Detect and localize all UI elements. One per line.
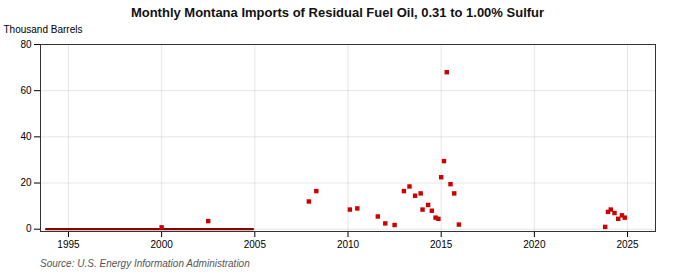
svg-text:2005: 2005 [244,239,267,250]
svg-text:2025: 2025 [616,239,639,250]
svg-text:2010: 2010 [337,239,360,250]
svg-text:2020: 2020 [523,239,546,250]
svg-text:40: 40 [20,131,32,142]
svg-text:80: 80 [20,39,32,50]
svg-text:60: 60 [20,85,32,96]
svg-text:Thousand Barrels: Thousand Barrels [4,24,83,35]
svg-text:2000: 2000 [151,239,174,250]
svg-text:20: 20 [20,177,32,188]
svg-text:0: 0 [26,223,32,234]
svg-text:1995: 1995 [57,239,80,250]
html-text:Monthly Montana Imports of Res: Monthly Montana Imports of Residual Fuel… [130,5,545,20]
svg-text:2015: 2015 [430,239,453,250]
html-text:Source: U.S. Energy Informatio: Source: U.S. Energy Information Administ… [40,258,250,269]
